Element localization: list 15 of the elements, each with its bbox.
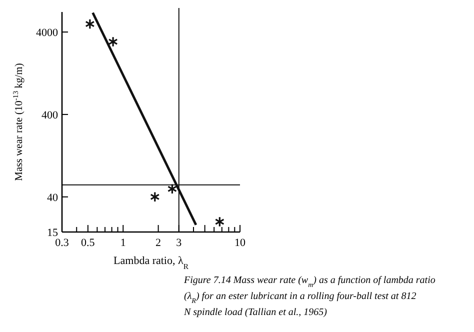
text: Figure 7.14 Mass wear rate (w$_{m}$) as a function of lambda ratio (λ$_{R}$) for an ester lubricant in a rolling four-ball test at 812 N spindle load (Tallian et al., 1965) — [184, 275, 436, 318]
point — [150, 191, 160, 202]
y-tick-label: 400 — [42, 109, 58, 122]
point — [85, 18, 95, 30]
x-tick-label: 0.3 — [55, 237, 70, 249]
x-tick-label: 1 — [120, 237, 126, 249]
x-axis-title: Lambda ratio, λ$_{R}$ — [114, 255, 190, 270]
x-tick-label: 0.5 — [81, 237, 96, 249]
y-tick-label: 40 — [47, 192, 58, 204]
y-tick-label: 15 — [47, 227, 58, 239]
x-tick-label: 3 — [176, 237, 182, 249]
x-tick-label: 10 — [234, 237, 246, 249]
y-tick-label: 4000 — [36, 27, 58, 40]
x-tick-label: 2 — [156, 237, 162, 249]
point — [214, 216, 224, 228]
